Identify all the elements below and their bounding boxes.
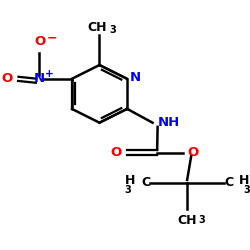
Text: H: H [239,174,250,187]
Text: CH: CH [178,214,197,227]
Text: +: + [45,69,54,79]
Text: 3: 3 [243,185,250,195]
Text: C: C [141,176,150,189]
Text: C: C [224,176,233,189]
Text: NH: NH [158,116,180,129]
Text: CH: CH [88,21,107,34]
Text: 3: 3 [110,25,116,35]
Text: 3: 3 [198,215,205,225]
Text: O: O [110,146,122,159]
Text: −: − [47,32,58,45]
Text: N: N [130,71,141,84]
Text: O: O [34,35,46,48]
Text: 3: 3 [124,185,131,195]
Text: O: O [188,146,199,159]
Text: H: H [125,174,135,187]
Text: N: N [34,72,45,85]
Text: O: O [2,72,13,85]
